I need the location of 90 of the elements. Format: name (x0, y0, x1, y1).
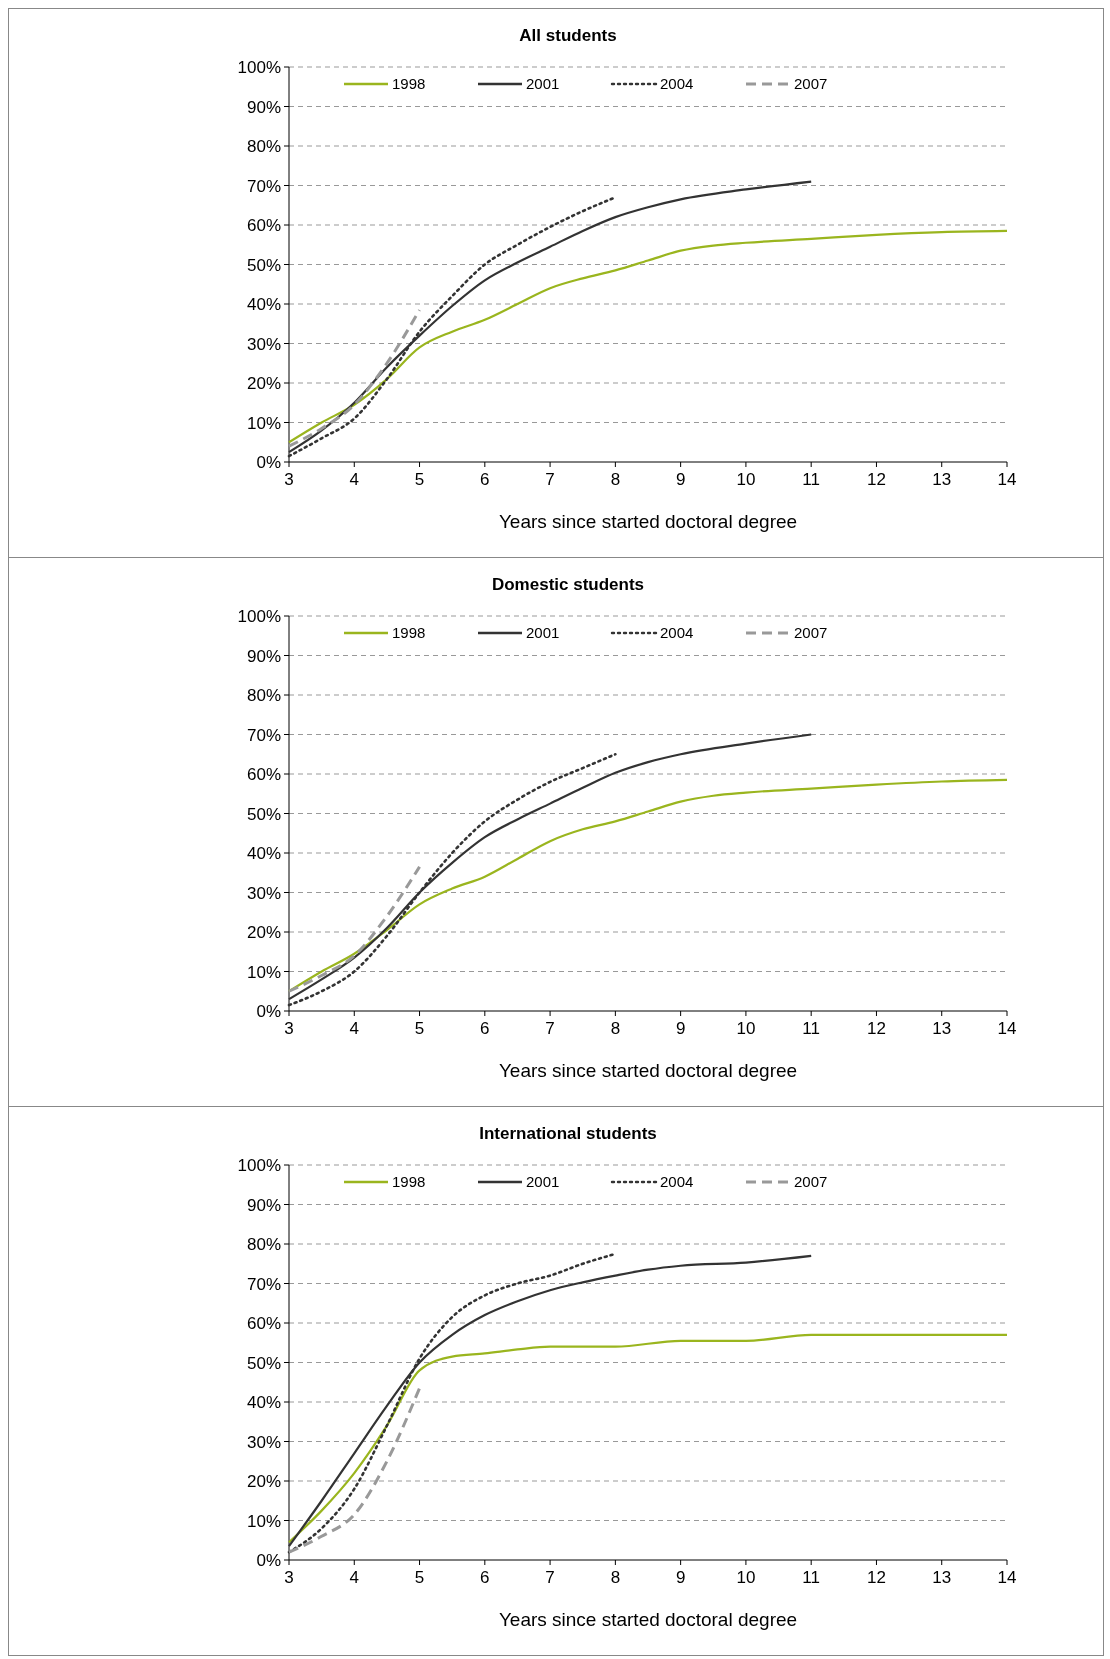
x-tick-label: 12 (866, 470, 886, 489)
legend-label: 2001 (526, 1173, 560, 1190)
y-tick-label: 80% (246, 686, 281, 705)
x-tick-label: 13 (932, 1019, 952, 1038)
y-tick-label: 10% (246, 962, 281, 982)
legend-label: 2001 (526, 75, 560, 92)
x-tick-label: 12 (866, 1568, 886, 1587)
legend-label: 2004 (660, 624, 694, 641)
y-tick-label: 100% (237, 58, 281, 77)
x-tick-label: 8 (610, 470, 621, 489)
x-tick-label: 4 (349, 1019, 360, 1038)
y-tick-label: 50% (246, 255, 281, 275)
x-tick-label: 7 (545, 1019, 555, 1038)
y-tick-label: 0% (256, 453, 281, 472)
y-tick-label: 100% (237, 607, 281, 626)
x-tick-label: 8 (610, 1568, 621, 1587)
x-tick-label: 11 (802, 470, 821, 489)
line-series (287, 180, 813, 454)
x-tick-label: 11 (802, 1568, 821, 1587)
y-tick-label: 20% (246, 374, 281, 393)
legend-label: 1998 (392, 1173, 426, 1190)
x-tick-label: 4 (349, 470, 360, 489)
x-axis-title: Years since started doctoral degree (498, 511, 798, 532)
x-tick-label: 9 (675, 1568, 686, 1587)
x-tick-label: 9 (675, 470, 686, 489)
y-tick-label: 10% (246, 1511, 281, 1531)
x-axis-title: Years since started doctoral degree (498, 1060, 798, 1081)
x-tick-label: 3 (284, 1568, 294, 1587)
y-tick-label: 100% (237, 1156, 281, 1175)
x-tick-label: 14 (997, 1568, 1017, 1587)
legend-label: 2004 (660, 1173, 694, 1190)
y-tick-label: 50% (246, 1353, 281, 1373)
chart-title: All students (519, 26, 617, 45)
y-tick-label: 40% (246, 844, 281, 863)
legend-label: 2007 (794, 75, 828, 92)
y-tick-label: 20% (246, 923, 281, 942)
y-tick-label: 50% (246, 804, 281, 824)
x-tick-label: 8 (610, 1019, 621, 1038)
legend-label: 2007 (794, 1173, 828, 1190)
x-tick-label: 11 (802, 1019, 821, 1038)
y-tick-label: 30% (246, 1432, 281, 1452)
y-tick-label: 30% (246, 334, 281, 354)
x-tick-label: 5 (414, 1019, 425, 1038)
x-tick-label: 6 (480, 1568, 490, 1587)
y-tick-label: 70% (246, 725, 281, 745)
x-tick-label: 6 (480, 470, 490, 489)
x-tick-label: 7 (545, 470, 555, 489)
x-tick-label: 6 (480, 1019, 490, 1038)
x-tick-label: 9 (675, 1019, 686, 1038)
x-tick-label: 13 (932, 1568, 952, 1587)
x-tick-label: 3 (284, 470, 294, 489)
x-axis-title: Years since started doctoral degree (498, 1609, 798, 1630)
y-tick-label: 0% (256, 1551, 281, 1570)
x-tick-label: 10 (736, 1019, 756, 1038)
y-tick-label: 40% (246, 295, 281, 314)
y-tick-label: 40% (246, 1393, 281, 1412)
chart-title: International students (479, 1124, 657, 1143)
y-tick-label: 30% (246, 883, 281, 903)
legend-label: 1998 (392, 624, 426, 641)
x-tick-label: 5 (414, 470, 425, 489)
y-tick-label: 70% (246, 1274, 281, 1294)
x-tick-label: 7 (545, 1568, 555, 1587)
y-tick-label: 10% (246, 413, 281, 433)
legend-label: 1998 (392, 75, 426, 92)
y-tick-label: 70% (246, 176, 281, 196)
y-tick-label: 20% (246, 1472, 281, 1491)
y-tick-label: 80% (246, 137, 281, 156)
legend-label: 2001 (526, 624, 560, 641)
x-tick-label: 14 (997, 1019, 1017, 1038)
legend-label: 2007 (794, 624, 828, 641)
x-tick-label: 3 (284, 1019, 294, 1038)
y-tick-label: 90% (246, 1195, 281, 1215)
x-tick-label: 10 (736, 1568, 756, 1587)
line-series (287, 229, 1009, 444)
line-series (287, 1333, 1009, 1544)
y-tick-label: 90% (246, 646, 281, 666)
x-tick-label: 14 (997, 470, 1017, 489)
y-tick-label: 60% (246, 216, 281, 235)
y-tick-label: 80% (246, 1235, 281, 1254)
x-tick-label: 4 (349, 1568, 360, 1587)
x-tick-label: 5 (414, 1568, 425, 1587)
x-tick-label: 13 (932, 470, 952, 489)
chart-title: Domestic students (491, 575, 645, 594)
y-tick-label: 0% (256, 1002, 281, 1021)
y-tick-label: 90% (246, 97, 281, 117)
y-tick-label: 60% (246, 765, 281, 784)
legend-label: 2004 (660, 75, 694, 92)
x-tick-label: 10 (736, 470, 756, 489)
y-tick-label: 60% (246, 1314, 281, 1333)
x-tick-label: 12 (866, 1019, 886, 1038)
